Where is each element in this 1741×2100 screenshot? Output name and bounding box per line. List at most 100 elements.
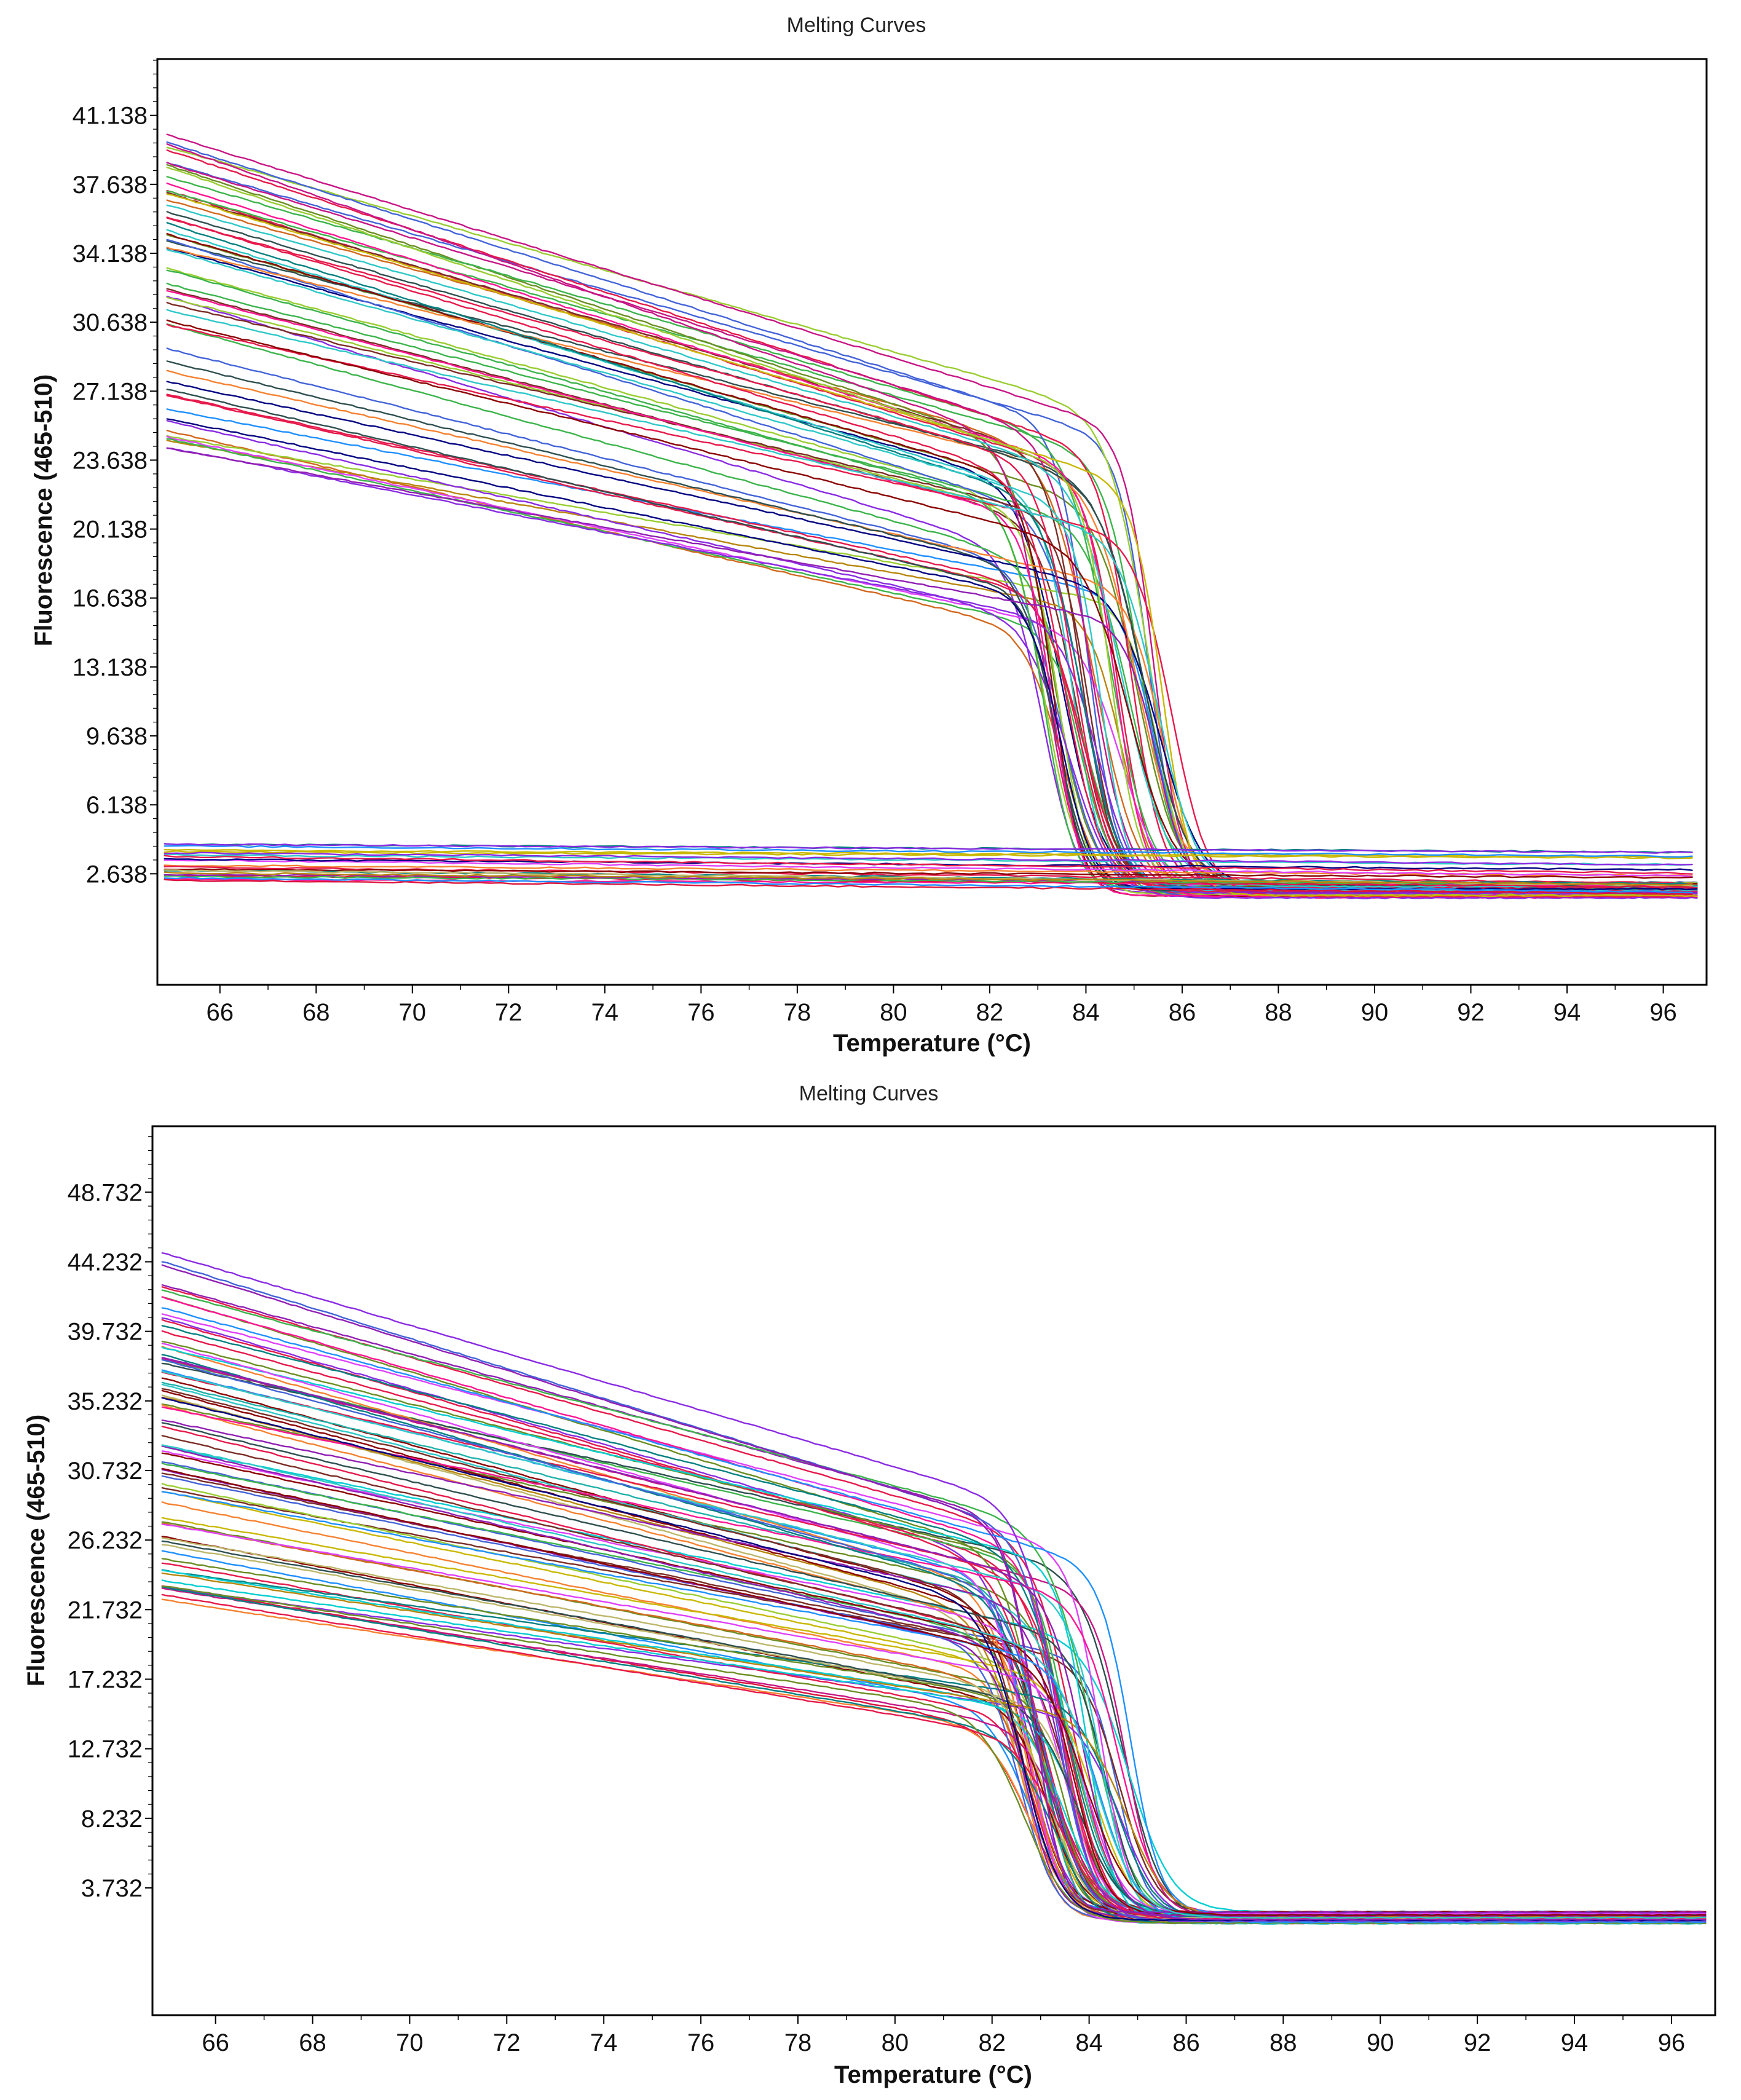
chart-1-x-tick-label: 92 [1457,999,1485,1026]
chart-2-y-tick-label: 35.232 [68,1388,143,1415]
chart-1-y-tick-label: 30.638 [73,309,148,336]
chart-1-x-tick-label: 94 [1553,999,1581,1026]
chart-2-y-tick-label: 8.232 [81,1806,143,1833]
chart-1-y-tick-label: 16.638 [73,585,148,612]
chart-1-y-tick-label: 27.138 [73,378,148,405]
chart-1-title: Melting Curves [787,14,926,37]
chart-2-series-line [161,1536,1707,1913]
chart-2-ticks [145,1136,1672,2024]
chart-2-y-tick-label: 3.732 [81,1875,143,1902]
chart-1-y-tick-labels: 2.638 6.138 9.638 13.138 16.638 20.138 23.638 2… [73,103,148,888]
chart-2-series-line [161,1445,1707,1917]
chart-1-y-tick-label: 9.638 [86,723,148,750]
chart-2-series-line [161,1252,1707,1922]
chart-1-ticks [150,60,1664,993]
chart-2-y-tick-label: 12.732 [68,1736,143,1763]
chart-1-series-line [166,217,1698,893]
chart-2-x-tick-label: 92 [1464,2029,1491,2056]
chart-2-series-line [161,1593,1707,1920]
chart-1: Melting Curves 66 68 70 72 74 76 78 80 82 84 86 88 9… [30,14,1708,1057]
chart-2-y-tick-label: 26.232 [68,1527,143,1554]
chart-2-series-line [161,1370,1707,1925]
chart-1-x-tick-label: 78 [784,999,811,1026]
chart-2-y-tick-label: 21.732 [68,1597,143,1624]
chart-1-x-tick-label: 76 [687,999,715,1026]
chart-1-x-tick-labels: 66 68 70 72 74 76 78 80 82 84 86 88 90 92 94 96 [206,999,1676,1026]
chart-2-y-tick-label: 48.732 [68,1179,143,1206]
chart-2-series-line [161,1264,1707,1914]
chart-1-x-tick-label: 82 [976,999,1004,1026]
chart-1-x-tick-label: 72 [495,999,523,1026]
chart-2-y-tick-labels: 3.732 8.232 12.732 17.232 21.732 26.232 30.732… [68,1179,143,1902]
chart-2-x-tick-label: 94 [1561,2029,1589,2056]
chart-2-x-tick-labels: 66 68 70 72 74 76 78 80 82 84 86 88 90 92 94 96 [202,2029,1685,2056]
chart-1-y-tick-label: 34.138 [73,240,148,267]
chart-1-x-tick-label: 66 [206,999,234,1026]
chart-1-y-tick-label: 6.138 [86,792,148,819]
chart-2-x-tick-label: 86 [1172,2029,1200,2056]
chart-2-x-tick-label: 78 [784,2029,812,2056]
chart-2-x-axis-label: Temperature (°C) [834,2061,1032,2088]
chart-1-x-tick-label: 74 [591,999,619,1026]
chart-2-x-tick-label: 72 [493,2029,521,2056]
chart-1-series-line [164,866,1693,885]
chart-1-series-line [164,851,1693,866]
chart-1-series-line [164,868,1693,879]
chart-1-y-tick-label: 23.638 [73,447,148,474]
chart-1-x-tick-label: 80 [880,999,907,1026]
chart-1-series-line [166,216,1698,890]
chart-1-series-line [164,853,1693,866]
chart-2-x-tick-label: 70 [396,2029,424,2056]
chart-1-series-line [166,309,1698,888]
chart-2-series-group [161,1252,1707,1925]
chart-2-x-tick-label: 84 [1075,2029,1103,2056]
chart-2-series-line [161,1467,1707,1916]
chart-1-series-line [166,447,1698,895]
chart-1-y-axis-label: Fluorescence (465-510) [30,374,57,646]
chart-2-y-axis-label: Fluorescence (465-510) [23,1415,50,1686]
chart-1-series-line [166,323,1698,898]
chart-2-x-tick-label: 68 [299,2029,326,2056]
chart-2-x-tick-label: 74 [590,2029,618,2056]
chart-2-series-line [161,1444,1707,1919]
chart-2-x-tick-label: 66 [202,2029,229,2056]
chart-2-x-tick-label: 90 [1367,2029,1394,2056]
chart-1-x-tick-label: 70 [399,999,427,1026]
chart-1-series-line [164,876,1693,893]
chart-1-x-tick-label: 84 [1072,999,1100,1026]
chart-2-x-tick-label: 82 [978,2029,1006,2056]
chart-1-series-line [164,855,1693,875]
chart-1-series-line [166,193,1698,898]
chart-1-x-axis-label: Temperature (°C) [833,1030,1031,1057]
chart-1-x-tick-label: 90 [1361,999,1389,1026]
chart-2-y-tick-label: 44.232 [68,1249,143,1276]
chart-1-y-tick-label: 13.138 [73,654,148,681]
chart-1-y-tick-label: 37.638 [73,172,148,199]
chart-2-x-tick-label: 88 [1269,2029,1297,2056]
chart-2-series-line [161,1491,1707,1924]
chart-2-x-tick-label: 80 [882,2029,909,2056]
chart-1-x-tick-label: 86 [1169,999,1196,1026]
chart-2-y-tick-label: 30.732 [68,1458,143,1485]
chart-2-x-tick-label: 96 [1658,2029,1686,2056]
chart-2: Melting Curves 66 68 70 72 74 76 78 80 82 84 86 88 9… [23,1082,1716,2088]
chart-1-x-tick-label: 68 [302,999,330,1026]
chart-2-y-tick-label: 39.732 [68,1319,143,1346]
chart-1-series-line [164,878,1693,896]
chart-1-y-tick-label: 20.138 [73,516,148,543]
chart-1-series-line [164,871,1693,886]
chart-1-series-line [164,845,1693,858]
chart-1-series-line [164,875,1693,886]
chart-2-y-tick-label: 17.232 [68,1666,143,1693]
chart-1-series-group [164,133,1698,899]
chart-1-plot-area [156,58,1708,986]
chart-1-series-line [164,843,1693,854]
chart-1-x-tick-label: 88 [1265,999,1292,1026]
chart-2-title: Melting Curves [799,1082,939,1105]
chart-2-series-line [161,1356,1707,1921]
chart-2-x-tick-label: 76 [687,2029,715,2056]
chart-1-series-line [164,859,1693,878]
chart-1-y-tick-label: 2.638 [86,861,148,888]
chart-1-x-tick-label: 96 [1649,999,1677,1026]
